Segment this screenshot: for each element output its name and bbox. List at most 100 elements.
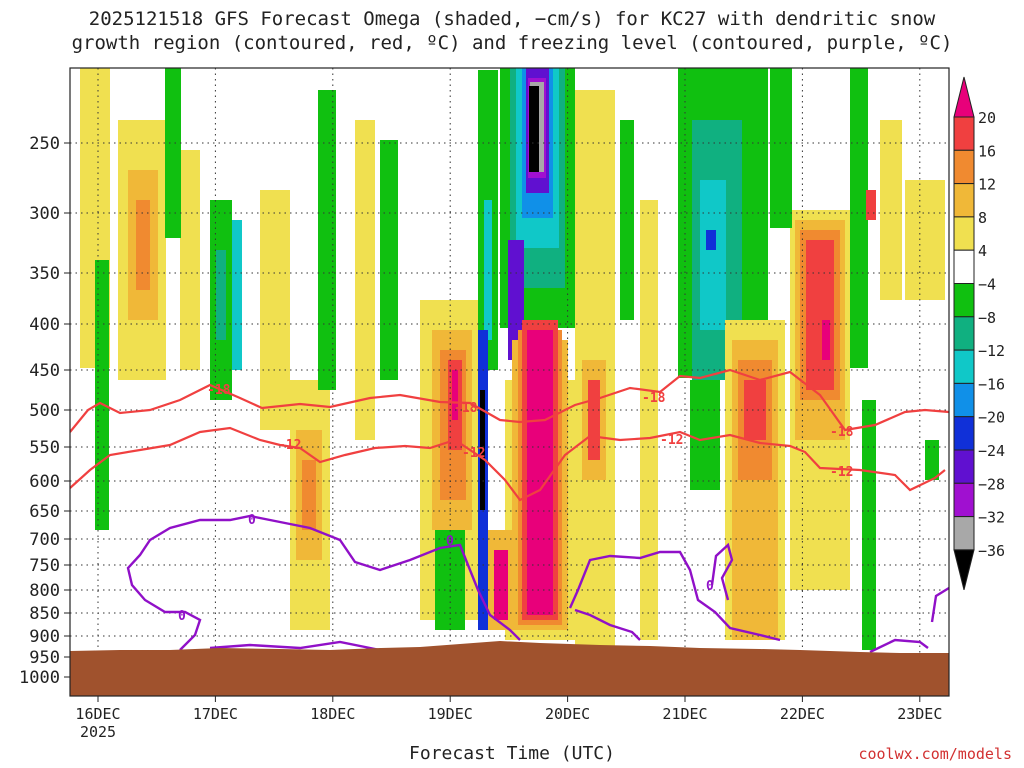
colorbar-swatch — [953, 416, 975, 451]
colorbar-bottom-arrow — [953, 549, 975, 591]
x-tick-label: 23DEC — [897, 705, 942, 723]
dgz-label: -18 — [642, 391, 666, 406]
shade-rising-weak — [905, 180, 945, 300]
freezing-level-contours: 0 0 0 0 — [126, 513, 949, 654]
colorbar-top-arrow — [953, 76, 975, 118]
colorbar-label: −12 — [978, 342, 1005, 360]
y-tick-label: 600 — [29, 472, 60, 492]
omega-shading — [80, 68, 945, 650]
shade-rising-extreme — [452, 370, 458, 420]
shade-sinking-weak — [862, 400, 876, 650]
x-tick-label: 22DEC — [780, 705, 825, 723]
y-tick-label: 500 — [29, 401, 60, 421]
freezing-label: 0 — [706, 579, 714, 594]
dgz-label: -12 — [830, 465, 853, 480]
y-tick-label: 300 — [29, 204, 60, 224]
shade-rising-strong — [136, 200, 150, 290]
shade-sinking-weak — [165, 68, 181, 238]
colorbar-label: 16 — [978, 142, 996, 160]
shade-sinking-strong — [232, 220, 242, 370]
x-axis: 16DEC 17DEC 18DEC 19DEC 20DEC 21DEC 22DEC 23DEC — [75, 696, 942, 723]
colorbar-swatch — [953, 149, 975, 185]
chart-title-line-2: growth region (contoured, red, ºC) and f… — [71, 32, 953, 54]
colorbar-swatch — [953, 349, 975, 384]
y-tick-label: 700 — [29, 530, 60, 550]
colorbar-label: −4 — [978, 276, 996, 294]
x-axis-title: Forecast Time (UTC) — [409, 743, 615, 764]
shade-rising-extreme — [494, 550, 508, 620]
freezing-label: 0 — [248, 513, 256, 528]
freezing-label: 0 — [178, 609, 186, 624]
shade-sinking-weak — [620, 120, 634, 320]
colorbar-label: 12 — [978, 176, 996, 194]
x-tick-label: 19DEC — [428, 705, 473, 723]
terrain-ground — [70, 641, 949, 696]
shade-sinking-black — [529, 86, 539, 172]
colorbar-swatch — [953, 116, 975, 151]
shade-sinking-strong — [484, 200, 492, 340]
colorbar-swatch — [953, 516, 975, 551]
shade-rising-weak — [880, 120, 902, 300]
dgz-label: -18 — [830, 425, 854, 440]
shade-sinking-strong — [700, 180, 726, 330]
colorbar-swatch — [953, 316, 975, 351]
shade-sinking-weak — [850, 68, 868, 368]
shade-sinking-weak — [95, 260, 109, 530]
colorbar-swatch — [953, 449, 975, 484]
colorbar-swatch — [953, 183, 975, 218]
dgz-contour-minus-18 — [70, 368, 949, 433]
colorbar-swatch — [953, 249, 975, 284]
shade-rising-weak — [640, 200, 658, 640]
colorbar: 20 16 12 8 4 −4 −8 −12 −16 −20 −24 −28 −32 −36 — [953, 76, 1005, 591]
x-tick-label: 16DEC — [75, 705, 120, 723]
shade-sinking-weak — [690, 380, 720, 490]
shade-sinking-weak — [770, 68, 792, 228]
y-tick-label: 800 — [29, 581, 60, 601]
x-tick-label: 18DEC — [310, 705, 355, 723]
shade-rising-strong — [302, 460, 316, 530]
colorbar-label: −20 — [978, 409, 1005, 427]
y-tick-label: 400 — [29, 315, 60, 335]
colorbar-label: −32 — [978, 509, 1005, 527]
shade-rising-weak — [180, 150, 200, 370]
dgz-label: -18 — [454, 401, 478, 416]
credit-text: coolwx.com/models — [858, 745, 1012, 763]
colorbar-swatch — [953, 482, 975, 518]
shade-rising-extreme — [822, 320, 830, 360]
freezing-contour — [568, 550, 781, 642]
x-year-label: 2025 — [80, 723, 116, 741]
x-tick-label: 20DEC — [545, 705, 590, 723]
freezing-contour — [126, 514, 521, 651]
shade-rising-weak — [355, 120, 375, 440]
x-tick-label: 17DEC — [193, 705, 238, 723]
y-tick-label: 550 — [29, 438, 60, 458]
shade-rising-intense — [866, 190, 876, 220]
chart-title-line-1: 2025121518 GFS Forecast Omega (shaded, −… — [88, 8, 936, 30]
colorbar-label: −8 — [978, 309, 996, 327]
colorbar-label: 8 — [978, 209, 987, 227]
shade-rising-intense — [744, 380, 766, 440]
x-tick-label: 21DEC — [662, 705, 707, 723]
y-tick-label: 950 — [29, 648, 60, 668]
colorbar-label: −28 — [978, 475, 1005, 493]
freezing-contour — [209, 640, 381, 652]
y-tick-label: 250 — [29, 134, 60, 154]
dgz-contour-minus-12 — [70, 426, 946, 502]
colorbar-label: −36 — [978, 542, 1005, 560]
shade-rising-intense — [806, 240, 834, 390]
shade-rising-intense — [588, 380, 600, 460]
shade-sinking-black — [480, 390, 485, 510]
dgz-label: -18 — [207, 383, 231, 398]
y-tick-label: 900 — [29, 627, 60, 647]
colorbar-swatch — [953, 283, 975, 318]
freezing-contour — [869, 638, 929, 654]
y-tick-label: 650 — [29, 502, 60, 522]
shade-rising-extreme — [527, 330, 553, 615]
y-tick-label: 1000 — [19, 668, 60, 688]
y-tick-label: 750 — [29, 556, 60, 576]
y-tick-label: 350 — [29, 264, 60, 284]
colorbar-swatch — [953, 382, 975, 418]
dgz-contours: -18 -12 -18 -12 -18 -12 -18 -12 — [70, 368, 949, 502]
shade-rising-weak — [260, 190, 290, 430]
